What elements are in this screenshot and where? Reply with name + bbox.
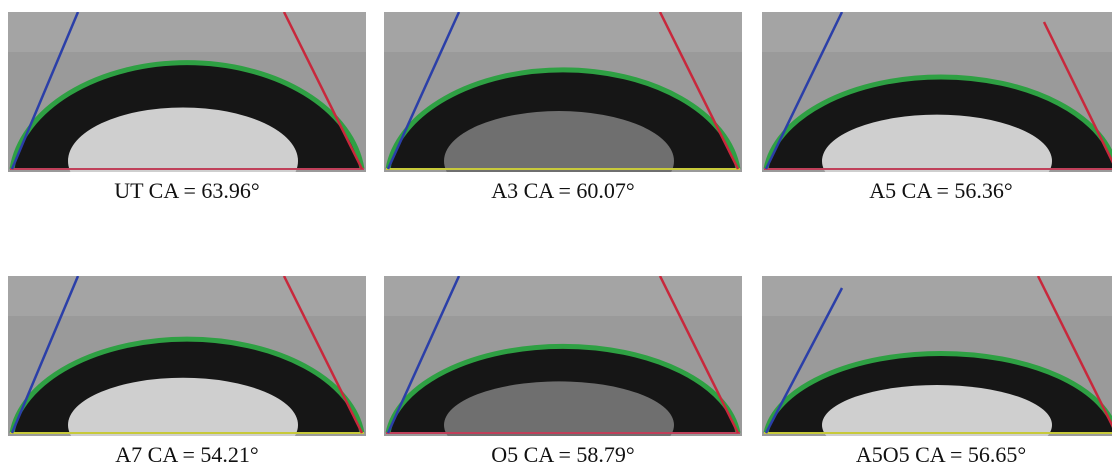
- droplet-panel: UT CA = 63.96°: [8, 12, 366, 204]
- droplet-panel: A5 CA = 56.36°: [762, 12, 1112, 204]
- background-shade: [762, 12, 1112, 52]
- droplet-image: [762, 276, 1112, 436]
- background-shade: [384, 276, 742, 316]
- background-shade: [762, 276, 1112, 316]
- droplet-panel: O5 CA = 58.79°: [384, 276, 742, 467]
- droplet-panel: A7 CA = 54.21°: [8, 276, 366, 467]
- caption: UT CA = 63.96°: [8, 178, 366, 204]
- caption: A3 CA = 60.07°: [384, 178, 742, 204]
- droplet-image: [384, 276, 742, 436]
- background-shade: [384, 12, 742, 52]
- caption: A5 CA = 56.36°: [762, 178, 1112, 204]
- caption: O5 CA = 58.79°: [384, 442, 742, 467]
- droplet-image: [8, 276, 366, 436]
- caption: A5O5 CA = 56.65°: [762, 442, 1112, 467]
- droplet-panel: A5O5 CA = 56.65°: [762, 276, 1112, 467]
- caption: A7 CA = 54.21°: [8, 442, 366, 467]
- figure: UT CA = 63.96° A3 CA = 60.07° A5 CA = 56.3…: [0, 0, 1112, 467]
- droplet-image: [8, 12, 366, 172]
- droplet-image: [762, 12, 1112, 172]
- background-shade: [8, 12, 366, 52]
- background-shade: [8, 276, 366, 316]
- droplet-image: [384, 12, 742, 172]
- droplet-panel: A3 CA = 60.07°: [384, 12, 742, 204]
